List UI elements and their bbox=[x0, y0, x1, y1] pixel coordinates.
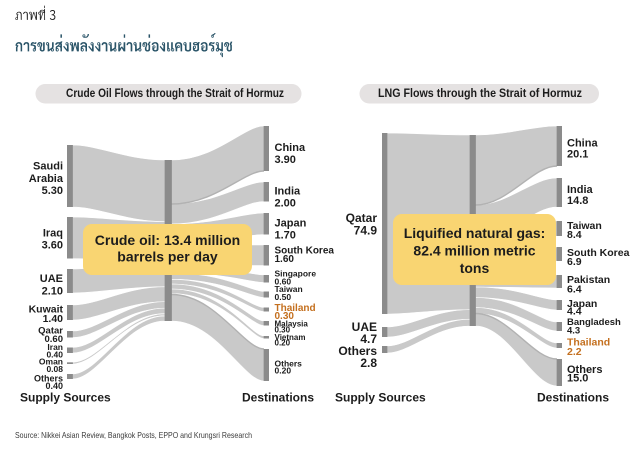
svg-text:UAE: UAE bbox=[40, 273, 63, 285]
svg-text:Qatar: Qatar bbox=[38, 326, 63, 337]
svg-text:China: China bbox=[275, 142, 306, 154]
svg-text:Source: Nikkei Asian Review, B: Source: Nikkei Asian Review, Bangkok Pos… bbox=[15, 430, 252, 440]
svg-text:barrels per day: barrels per day bbox=[117, 249, 218, 265]
svg-text:LNG Flows through the Strait o: LNG Flows through the Strait of Hormuz bbox=[378, 88, 582, 100]
svg-text:6.9: 6.9 bbox=[567, 256, 582, 268]
svg-text:15.0: 15.0 bbox=[567, 373, 588, 385]
svg-text:4.7: 4.7 bbox=[360, 332, 377, 346]
svg-text:0.20: 0.20 bbox=[275, 366, 292, 376]
svg-text:Destinations: Destinations bbox=[242, 391, 314, 405]
svg-text:Destinations: Destinations bbox=[537, 391, 609, 405]
svg-text:Pakistan: Pakistan bbox=[567, 274, 610, 286]
svg-text:1.70: 1.70 bbox=[275, 229, 296, 241]
svg-text:4.4: 4.4 bbox=[567, 306, 582, 318]
svg-text:0.60: 0.60 bbox=[45, 334, 64, 345]
svg-text:Others: Others bbox=[567, 364, 602, 376]
svg-text:3.90: 3.90 bbox=[275, 154, 296, 166]
svg-text:82.4 million metric: 82.4 million metric bbox=[413, 243, 535, 259]
svg-text:0.30: 0.30 bbox=[275, 326, 291, 335]
svg-text:14.8: 14.8 bbox=[567, 195, 588, 207]
svg-text:Supply Sources: Supply Sources bbox=[20, 391, 111, 405]
svg-text:Others: Others bbox=[275, 359, 303, 369]
svg-text:6.4: 6.4 bbox=[567, 284, 582, 296]
svg-text:Thailand: Thailand bbox=[567, 337, 610, 349]
svg-text:2.10: 2.10 bbox=[42, 286, 63, 298]
svg-text:Others: Others bbox=[34, 374, 63, 384]
svg-text:0.40: 0.40 bbox=[46, 350, 63, 360]
svg-text:tons: tons bbox=[460, 260, 490, 276]
svg-text:Japan: Japan bbox=[275, 217, 307, 229]
svg-text:India: India bbox=[275, 185, 302, 197]
svg-text:Vietnam: Vietnam bbox=[275, 333, 306, 342]
svg-text:2.2: 2.2 bbox=[567, 346, 582, 358]
svg-text:1.40: 1.40 bbox=[43, 313, 64, 325]
svg-text:Iraq: Iraq bbox=[43, 228, 63, 240]
svg-text:Iran: Iran bbox=[47, 342, 63, 352]
svg-text:Crude Oil Flows through the St: Crude Oil Flows through the Strait of Ho… bbox=[66, 88, 284, 100]
svg-text:3.60: 3.60 bbox=[42, 240, 63, 252]
svg-text:South Korea: South Korea bbox=[275, 246, 335, 257]
svg-text:Bangladesh: Bangladesh bbox=[567, 317, 621, 328]
svg-text:2.00: 2.00 bbox=[275, 197, 296, 209]
svg-text:Supply Sources: Supply Sources bbox=[335, 391, 426, 405]
svg-text:South Korea: South Korea bbox=[567, 247, 630, 259]
svg-text:UAE: UAE bbox=[352, 320, 377, 334]
svg-text:Taiwan: Taiwan bbox=[567, 220, 602, 232]
svg-text:0.60: 0.60 bbox=[275, 277, 292, 287]
svg-text:1.60: 1.60 bbox=[275, 254, 295, 265]
svg-text:Taiwan: Taiwan bbox=[275, 284, 303, 294]
svg-text:Thailand: Thailand bbox=[275, 303, 316, 314]
svg-text:Japan: Japan bbox=[567, 298, 597, 310]
svg-text:Crude oil: 13.4 million: Crude oil: 13.4 million bbox=[95, 232, 240, 248]
svg-text:0.50: 0.50 bbox=[275, 292, 292, 302]
svg-text:20.1: 20.1 bbox=[567, 149, 588, 161]
svg-text:0.08: 0.08 bbox=[46, 364, 63, 374]
svg-text:0.30: 0.30 bbox=[275, 311, 295, 322]
svg-text:74.9: 74.9 bbox=[354, 224, 378, 238]
svg-text:India: India bbox=[567, 184, 594, 196]
svg-text:0.40: 0.40 bbox=[45, 381, 63, 391]
svg-text:Others: Others bbox=[338, 344, 377, 358]
svg-text:China: China bbox=[567, 138, 598, 150]
svg-text:2.8: 2.8 bbox=[360, 356, 377, 370]
svg-text:Saudi: Saudi bbox=[33, 161, 63, 173]
svg-text:Qatar: Qatar bbox=[346, 211, 378, 225]
svg-text:5.30: 5.30 bbox=[42, 185, 63, 197]
svg-text:Singapore: Singapore bbox=[275, 269, 317, 279]
svg-text:0.20: 0.20 bbox=[275, 339, 291, 348]
svg-text:4.3: 4.3 bbox=[567, 326, 580, 337]
svg-text:Arabia: Arabia bbox=[29, 173, 64, 185]
svg-text:Liquified natural gas:: Liquified natural gas: bbox=[404, 225, 546, 241]
svg-text:Malaysia: Malaysia bbox=[275, 320, 309, 329]
svg-text:Kuwait: Kuwait bbox=[29, 304, 64, 316]
svg-text:8.4: 8.4 bbox=[567, 229, 582, 241]
svg-text:Oman: Oman bbox=[39, 357, 63, 367]
